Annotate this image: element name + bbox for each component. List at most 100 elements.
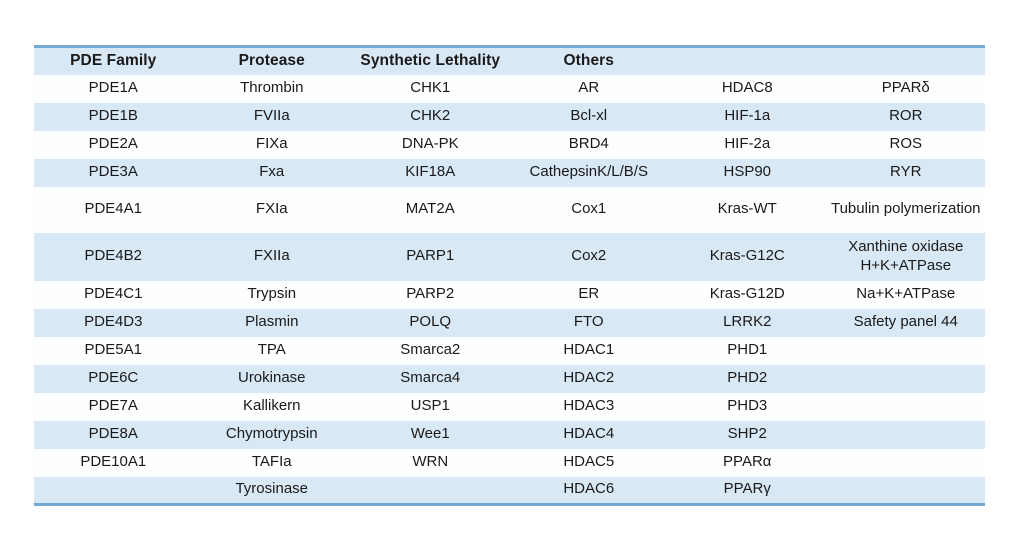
table-cell: [34, 476, 193, 505]
table-cell: ROR: [826, 102, 985, 131]
table-cell: RYR: [826, 158, 985, 187]
table-cell: [826, 420, 985, 449]
table-cell: PDE4B2: [34, 232, 193, 281]
table-cell: PDE6C: [34, 364, 193, 393]
header-row: PDE Family Protease Synthetic Lethality …: [34, 46, 985, 75]
table-cell: [826, 476, 985, 505]
table-cell: PDE4D3: [34, 308, 193, 337]
table-cell: PPARα: [668, 448, 827, 477]
table-cell: Thrombin: [192, 74, 351, 103]
table-cell: Safety panel 44: [826, 308, 985, 337]
table-cell: Fxa: [192, 158, 351, 187]
table-cell: Tyrosinase: [192, 476, 351, 505]
table-cell: HDAC3: [509, 392, 668, 421]
table-cell: PARP1: [351, 232, 510, 281]
table-cell: HDAC6: [509, 476, 668, 505]
table-cell: HDAC1: [509, 336, 668, 365]
table-cell: FXIIa: [192, 232, 351, 281]
table-cell: Urokinase: [192, 364, 351, 393]
table-cell: HDAC5: [509, 448, 668, 477]
table-header: PDE Family Protease Synthetic Lethality …: [34, 46, 985, 75]
table-cell: LRRK2: [668, 308, 827, 337]
table-row: PDE1A Thrombin CHK1 AR HDAC8 PPARδ: [34, 74, 985, 103]
table-cell: PHD1: [668, 336, 827, 365]
table-cell: Cox1: [509, 186, 668, 233]
table-row: PDE4D3 Plasmin POLQ FTO LRRK2 Safety panel 44: [34, 308, 985, 337]
table-cell: POLQ: [351, 308, 510, 337]
table-cell: HDAC8: [668, 74, 827, 103]
table-cell: AR: [509, 74, 668, 103]
column-header-protease: Protease: [192, 46, 351, 75]
table-cell: Tubulin polymerization: [826, 186, 985, 233]
table-cell: HDAC4: [509, 420, 668, 449]
table-cell: PDE1A: [34, 74, 193, 103]
table-cell: PDE3A: [34, 158, 193, 187]
column-header-others: Others: [509, 46, 668, 75]
table-cell: PARP2: [351, 280, 510, 309]
table-cell: PDE4A1: [34, 186, 193, 233]
table-row: PDE7A Kallikern USP1 HDAC3 PHD3: [34, 392, 985, 421]
table-cell: HIF-2a: [668, 130, 827, 159]
table-cell: Plasmin: [192, 308, 351, 337]
table-cell: [826, 392, 985, 421]
table-cell: Trypsin: [192, 280, 351, 309]
table-cell: FVIIa: [192, 102, 351, 131]
column-header-empty: [826, 46, 985, 75]
table-cell: Kras-WT: [668, 186, 827, 233]
table-cell: PHD3: [668, 392, 827, 421]
table-cell: PDE2A: [34, 130, 193, 159]
table-cell: FTO: [509, 308, 668, 337]
table-cell: [826, 364, 985, 393]
table-row: PDE3A Fxa KIF18A CathepsinK/L/B/S HSP90 RYR: [34, 158, 985, 187]
table-row: PDE4C1 Trypsin PARP2 ER Kras-G12D Na+K+ATPase: [34, 280, 985, 309]
table-row: PDE10A1 TAFIa WRN HDAC5 PPARα: [34, 448, 985, 477]
table-row: PDE2A FIXa DNA-PK BRD4 HIF-2a ROS: [34, 130, 985, 159]
table-row: PDE8A Chymotrypsin Wee1 HDAC4 SHP2: [34, 420, 985, 449]
table-cell: CHK2: [351, 102, 510, 131]
table-cell: Wee1: [351, 420, 510, 449]
table-cell: PDE5A1: [34, 336, 193, 365]
column-header-pde-family: PDE Family: [34, 46, 193, 75]
column-header-synthetic-lethality: Synthetic Lethality: [351, 46, 510, 75]
table-cell: TAFIa: [192, 448, 351, 477]
table-row: PDE6C Urokinase Smarca4 HDAC2 PHD2: [34, 364, 985, 393]
table-cell: Bcl-xl: [509, 102, 668, 131]
column-header-empty: [668, 46, 827, 75]
table-row: PDE4B2 FXIIa PARP1 Cox2 Kras-G12C Xanthine ox…: [34, 232, 985, 281]
table-cell: [351, 476, 510, 505]
table-cell: [826, 448, 985, 477]
table-cell: PPARγ: [668, 476, 827, 505]
table-cell: FXIa: [192, 186, 351, 233]
table-cell: PDE4C1: [34, 280, 193, 309]
table-cell: [826, 336, 985, 365]
table-cell: FIXa: [192, 130, 351, 159]
pde-target-table: PDE Family Protease Synthetic Lethality …: [34, 45, 985, 506]
table-cell: Cox2: [509, 232, 668, 281]
table-cell: Smarca2: [351, 336, 510, 365]
table-cell: WRN: [351, 448, 510, 477]
table-cell: USP1: [351, 392, 510, 421]
table-cell: PPARδ: [826, 74, 985, 103]
table-cell: PHD2: [668, 364, 827, 393]
table-cell: HSP90: [668, 158, 827, 187]
table-row: Tyrosinase HDAC6 PPARγ: [34, 476, 985, 505]
table-row: PDE1B FVIIa CHK2 Bcl-xl HIF-1a ROR: [34, 102, 985, 131]
table-cell: PDE8A: [34, 420, 193, 449]
table-cell: ER: [509, 280, 668, 309]
table-cell: CathepsinK/L/B/S: [509, 158, 668, 187]
table-cell: HIF-1a: [668, 102, 827, 131]
table-cell: Smarca4: [351, 364, 510, 393]
table-cell: Kras-G12C: [668, 232, 827, 281]
table-cell: HDAC2: [509, 364, 668, 393]
table-cell: Kras-G12D: [668, 280, 827, 309]
table-cell: DNA-PK: [351, 130, 510, 159]
table-cell: KIF18A: [351, 158, 510, 187]
table-cell: TPA: [192, 336, 351, 365]
table-cell: PDE1B: [34, 102, 193, 131]
table-cell: SHP2: [668, 420, 827, 449]
table-cell: PDE7A: [34, 392, 193, 421]
table-cell: Chymotrypsin: [192, 420, 351, 449]
table-body: PDE1A Thrombin CHK1 AR HDAC8 PPARδ PDE1B FVIIa C…: [34, 74, 985, 505]
table-cell: MAT2A: [351, 186, 510, 233]
table-cell: BRD4: [509, 130, 668, 159]
